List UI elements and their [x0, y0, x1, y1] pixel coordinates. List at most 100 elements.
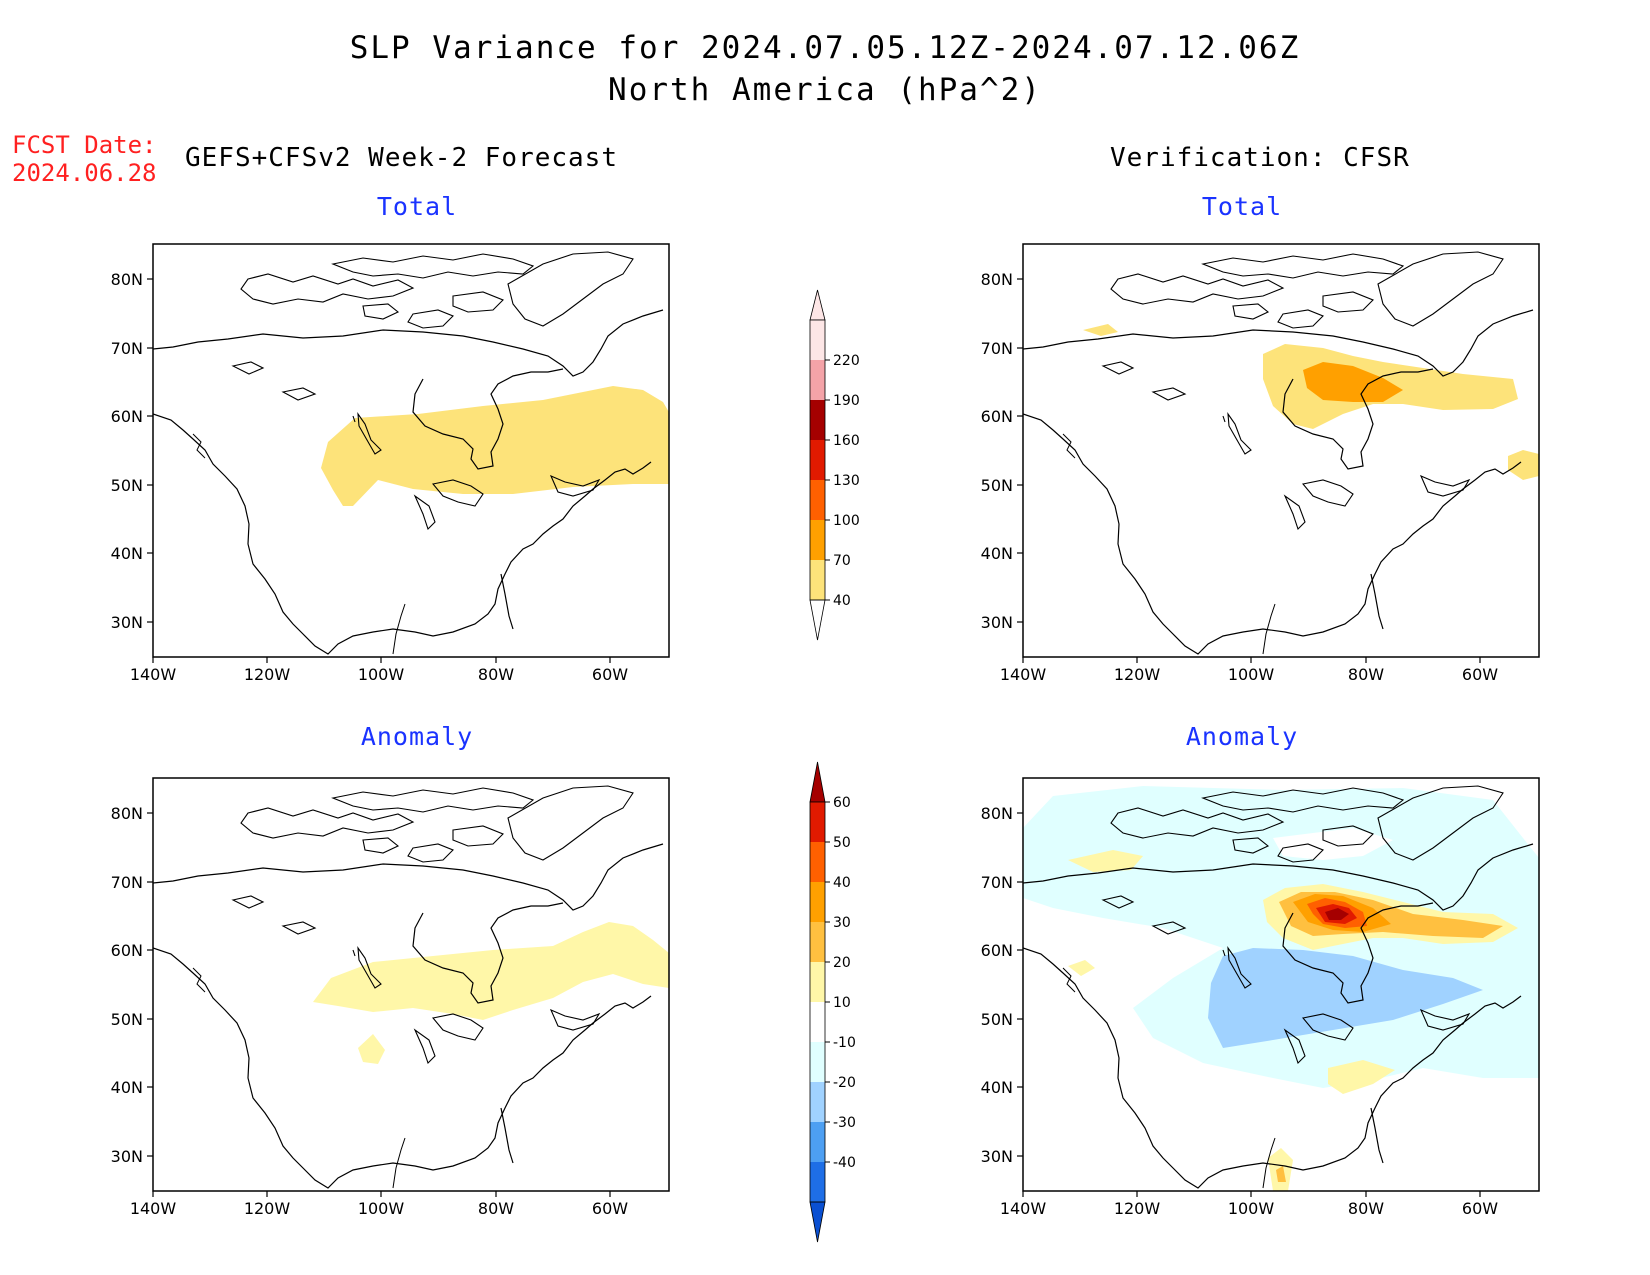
forecast-total-title: Total [376, 192, 458, 221]
axes-layer: 80N 70N 60N 50N 40N 30N 140W 120W 100W 80W 60W 80N 7… [111, 270, 1499, 1218]
lat-tick-label: 50N [111, 476, 143, 495]
forecast-anomaly-map [152, 777, 670, 1192]
chart-title: SLP Variance for 2024.07.05.12Z-2024.07.… [349, 30, 1301, 66]
colorbar-label: 220 [833, 353, 860, 369]
anomaly-colorbar: 60 50 40 30 20 10 -10 -20 -30 -40 [809, 761, 856, 1243]
lon-tick-label: 120W [244, 1199, 291, 1218]
lon-tick-label: 80W [478, 1199, 514, 1218]
lat-tick-label: 80N [111, 804, 143, 823]
colorbar-segment [810, 1002, 825, 1042]
colorbar-bottom-triangle [809, 1201, 826, 1243]
colorbar-segment [810, 520, 825, 560]
lat-tick-label: 50N [981, 1010, 1013, 1029]
colorbar-label: 70 [833, 553, 851, 569]
colorbar-label: 160 [833, 433, 860, 449]
lat-tick-label: 70N [111, 339, 143, 358]
lon-tick-label: 60W [1462, 665, 1498, 684]
lat-tick-label: 40N [111, 1078, 143, 1097]
lon-tick-label: 80W [1348, 1199, 1384, 1218]
colorbar-label: 10 [833, 995, 851, 1011]
colorbar-segment [810, 440, 825, 480]
fcst-date-value: 2024.06.28 [12, 159, 157, 187]
colorbar-bottom-triangle [809, 599, 826, 641]
fcst-date-label: FCST Date: [12, 131, 157, 159]
lon-tick-label: 80W [478, 665, 514, 684]
verification-total-title: Total [1201, 192, 1283, 221]
lat-tick-label: 30N [981, 613, 1013, 632]
lon-tick-label: 100W [358, 1199, 405, 1218]
lon-tick-label: 140W [130, 1199, 177, 1218]
colorbar-segment [810, 560, 825, 600]
lon-tick-label: 60W [592, 1199, 628, 1218]
lat-tick-label: 80N [981, 804, 1013, 823]
lat-tick-label: 30N [981, 1147, 1013, 1166]
lat-tick-label: 70N [111, 873, 143, 892]
lat-tick-label: 60N [981, 941, 1013, 960]
verification-anomaly-map [1022, 777, 1540, 1192]
colorbar-segment [810, 400, 825, 440]
lon-tick-label: 120W [244, 665, 291, 684]
lon-tick-label: 80W [1348, 665, 1384, 684]
lat-tick-label: 40N [981, 1078, 1013, 1097]
lat-tick-label: 60N [111, 941, 143, 960]
colorbar-segment [810, 922, 825, 962]
colorbar-label: -20 [833, 1075, 856, 1091]
colorbar-segment [810, 1082, 825, 1122]
lon-tick-label: 60W [1462, 1199, 1498, 1218]
colorbar-top-triangle [809, 289, 826, 321]
lon-tick-label: 100W [1228, 665, 1275, 684]
colorbar-segment [810, 1162, 825, 1202]
verification-anomaly-title: Anomaly [1185, 722, 1299, 751]
chart-subtitle: North America (hPa^2) [608, 72, 1042, 108]
colorbar-segment [810, 842, 825, 882]
colorbar-label: -40 [833, 1155, 856, 1171]
colorbar-label: 130 [833, 473, 860, 489]
colorbar-segment [810, 1122, 825, 1162]
colorbar-label: 20 [833, 955, 851, 971]
lat-tick-label: 50N [981, 476, 1013, 495]
colorbar-label: 100 [833, 513, 860, 529]
colorbar-segment [810, 1042, 825, 1082]
lon-tick-label: 120W [1114, 665, 1161, 684]
verification-total-map [1022, 243, 1540, 658]
lat-tick-label: 60N [981, 407, 1013, 426]
colorbar-label: 190 [833, 393, 860, 409]
lat-tick-label: 50N [111, 1010, 143, 1029]
lat-tick-label: 40N [981, 544, 1013, 563]
forecast-anomaly-title: Anomaly [360, 722, 474, 751]
colorbar-segment [810, 962, 825, 1002]
lat-tick-label: 80N [981, 270, 1013, 289]
verification-column-header: Verification: CFSR [1110, 143, 1410, 173]
colorbar-label: 30 [833, 915, 851, 931]
lon-tick-label: 100W [358, 665, 405, 684]
lat-tick-label: 30N [111, 613, 143, 632]
lat-tick-label: 70N [981, 873, 1013, 892]
lon-tick-label: 120W [1114, 1199, 1161, 1218]
colorbar-label: 40 [833, 593, 851, 609]
lat-tick-label: 60N [111, 407, 143, 426]
lat-tick-label: 70N [981, 339, 1013, 358]
lat-tick-label: 80N [111, 270, 143, 289]
lon-tick-label: 140W [1000, 665, 1047, 684]
colorbar-label: -10 [833, 1035, 856, 1051]
lat-tick-label: 30N [111, 1147, 143, 1166]
colorbar-label: 60 [833, 795, 851, 811]
lon-tick-label: 140W [1000, 1199, 1047, 1218]
forecast-column-header: GEFS+CFSv2 Week-2 Forecast [185, 143, 618, 173]
colorbar-segment [810, 360, 825, 400]
colorbar-label: 50 [833, 835, 851, 851]
lon-tick-label: 100W [1228, 1199, 1275, 1218]
colorbar-label: 40 [833, 875, 851, 891]
lon-tick-label: 140W [130, 665, 177, 684]
colorbar-segment [810, 802, 825, 842]
lat-tick-label: 40N [111, 544, 143, 563]
total-colorbar: 220 190 160 130 100 70 40 [809, 289, 860, 641]
colorbar-segment [810, 480, 825, 520]
forecast-total-map [152, 243, 670, 658]
colorbar-label: -30 [833, 1115, 856, 1131]
lon-tick-label: 60W [592, 665, 628, 684]
colorbar-top-triangle [809, 761, 826, 803]
colorbar-segment [810, 320, 825, 360]
colorbar-segment [810, 882, 825, 922]
